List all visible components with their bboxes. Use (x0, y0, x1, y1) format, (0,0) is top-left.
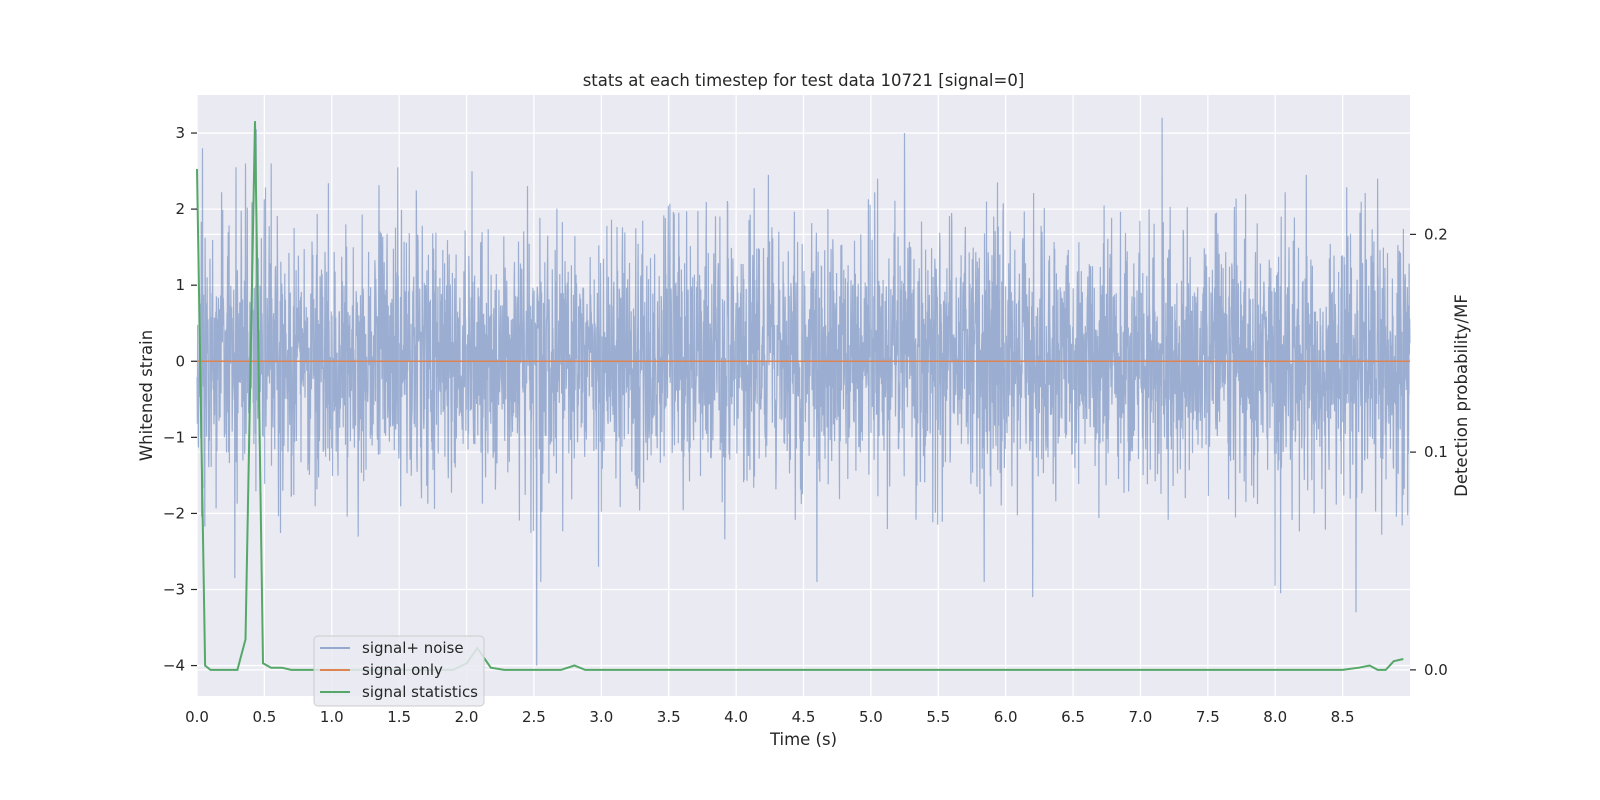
series-signal-statistics-line (196, 121, 1404, 671)
legend: signal+ noise signal only signal statist… (313, 635, 485, 707)
noise-waveform (196, 117, 1411, 666)
x-tick-label: 1.5 (387, 708, 411, 726)
x-tick-label: 6.5 (1061, 708, 1085, 726)
x-tick-label: 0.5 (252, 708, 276, 726)
x-tick-label: 6.0 (994, 708, 1018, 726)
y2-tick-label: 0.0 (1424, 661, 1448, 679)
y-axis-label: Whitened strain (137, 330, 156, 461)
y-tick-label: 1 (175, 276, 185, 294)
x-tick-label: 5.5 (926, 708, 950, 726)
chart-title: stats at each timestep for test data 107… (583, 71, 1025, 90)
x-tick-label: 2.5 (522, 708, 546, 726)
x-tick-label: 8.5 (1331, 708, 1355, 726)
y2-tick-label: 0.2 (1424, 225, 1448, 243)
y2-axis-label: Detection probability/MF (1452, 294, 1471, 497)
y-tick-label: −3 (163, 580, 185, 598)
x-tick-label: 0.0 (185, 708, 209, 726)
y-tick-label: −2 (163, 504, 185, 522)
series-signal-plus-noise (196, 117, 1411, 666)
x-tick-label: 3.5 (657, 708, 681, 726)
legend-entry-signal-only: signal only (362, 661, 443, 679)
y-tick-label: 3 (175, 124, 185, 142)
x-tick-label: 1.0 (320, 708, 344, 726)
x-tick-label: 2.0 (455, 708, 479, 726)
legend-entry-signal-statistics: signal statistics (362, 683, 478, 701)
x-tick-label: 8.0 (1263, 708, 1287, 726)
x-tick-label: 4.0 (724, 708, 748, 726)
y-tick-label: −4 (163, 657, 185, 675)
x-tick-label: 7.0 (1129, 708, 1153, 726)
y2-axis-ticks: 0.0 0.1 0.2 (1410, 225, 1448, 679)
y-tick-label: 0 (175, 352, 185, 370)
x-tick-label: 7.5 (1196, 708, 1220, 726)
y2-tick-label: 0.1 (1424, 443, 1448, 461)
x-tick-label: 3.0 (589, 708, 613, 726)
y-axis-ticks: −4 −3 −2 −1 0 1 2 3 (163, 124, 197, 675)
x-tick-label: 4.5 (792, 708, 816, 726)
x-axis-label: Time (s) (769, 730, 837, 749)
x-axis-ticks: 0.0 0.5 1.0 1.5 2.0 2.5 3.0 3.5 4.0 4.5 5.0 5.5 6.0 6… (185, 708, 1354, 726)
x-tick-label: 5.0 (859, 708, 883, 726)
legend-entry-signal-plus-noise: signal+ noise (362, 639, 464, 657)
y-tick-label: 2 (175, 200, 185, 218)
legend-box (313, 635, 485, 707)
y-tick-label: −1 (163, 428, 185, 446)
